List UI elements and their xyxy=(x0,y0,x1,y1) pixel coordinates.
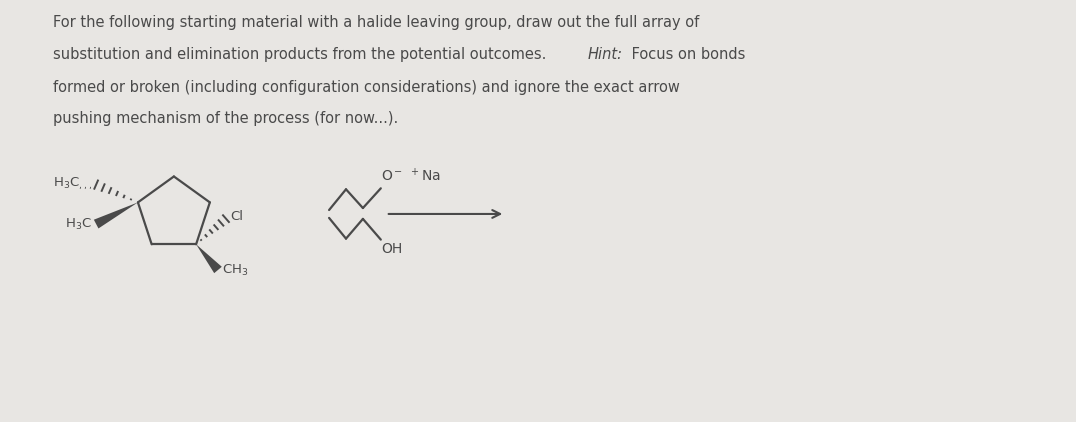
Text: CH$_3$: CH$_3$ xyxy=(222,262,249,278)
Text: H$_3$C: H$_3$C xyxy=(66,216,93,232)
Text: For the following starting material with a halide leaving group, draw out the fu: For the following starting material with… xyxy=(53,15,698,30)
Polygon shape xyxy=(94,203,138,228)
Text: pushing mechanism of the process (for now...).: pushing mechanism of the process (for no… xyxy=(53,111,398,126)
Text: H$_3$C$_{\mathregular{,,,}}$: H$_3$C$_{\mathregular{,,,}}$ xyxy=(53,176,93,192)
Text: Hint:: Hint: xyxy=(587,47,622,62)
Text: substitution and elimination products from the potential outcomes.: substitution and elimination products fr… xyxy=(53,47,551,62)
Text: O$^-$ $^+$Na: O$^-$ $^+$Na xyxy=(381,167,441,184)
Text: formed or broken (including configuration considerations) and ignore the exact a: formed or broken (including configuratio… xyxy=(53,80,679,95)
Text: Cl: Cl xyxy=(230,210,243,223)
Text: Focus on bonds: Focus on bonds xyxy=(627,47,746,62)
Text: OH: OH xyxy=(381,241,402,256)
Polygon shape xyxy=(196,244,222,273)
